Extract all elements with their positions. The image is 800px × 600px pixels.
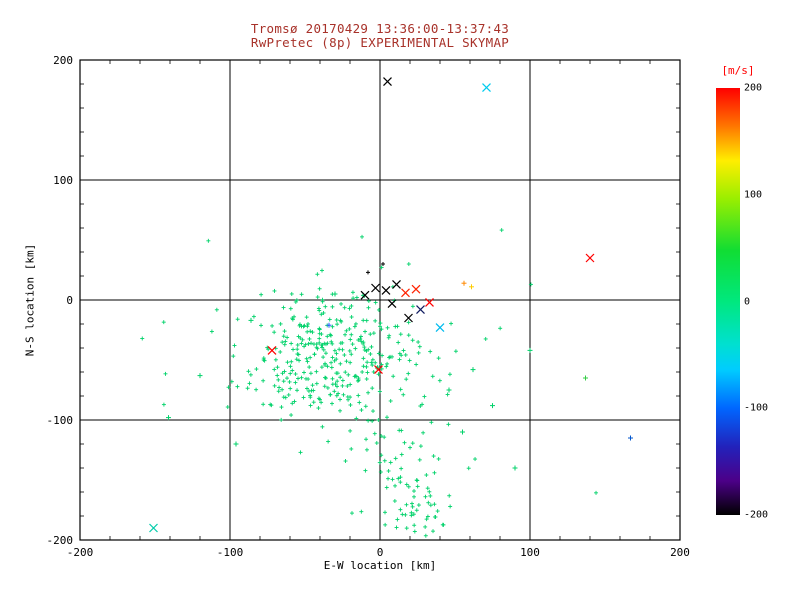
colorbar-tick-label: -200 <box>744 509 769 521</box>
x-tick-label: 100 <box>520 546 540 559</box>
colorbar-tick-label: 200 <box>744 82 763 94</box>
y-tick-labels: -200 -100 0 100 200 <box>47 54 74 547</box>
y-tick-label: 200 <box>53 54 73 67</box>
y-tick-label: 0 <box>66 294 73 307</box>
x-tick-label: -200 <box>67 546 94 559</box>
minor-ticks <box>80 60 680 540</box>
colorbar-tick-label: 0 <box>744 296 751 307</box>
x-axis-label: E-W location [km] <box>323 559 437 572</box>
plot-subtitle: RwPretec (8p) EXPERIMENTAL SKYMAP <box>250 35 510 50</box>
x-tick-label: 200 <box>670 546 690 559</box>
y-tick-label: -200 <box>47 534 74 547</box>
x-tick-label: 0 <box>377 546 384 559</box>
colorbar <box>716 88 740 515</box>
colorbar-tick-label: 100 <box>744 189 763 201</box>
plot-title: Tromsø 20170429 13:36:00-13:37:43 <box>250 21 510 36</box>
gridlines <box>80 60 680 540</box>
x-tick-label: -100 <box>217 546 244 559</box>
y-tick-label: 100 <box>53 174 73 187</box>
plot-box <box>79 59 681 541</box>
scatter-points <box>140 77 633 538</box>
y-tick-label: -100 <box>47 414 74 427</box>
colorbar-tick-label: -100 <box>744 402 769 414</box>
x-tick-labels: -200 -100 0 100 200 <box>67 546 690 559</box>
colorbar-unit-label: [m/s] <box>721 64 755 77</box>
y-axis-label: N-S location [km] <box>23 243 37 357</box>
